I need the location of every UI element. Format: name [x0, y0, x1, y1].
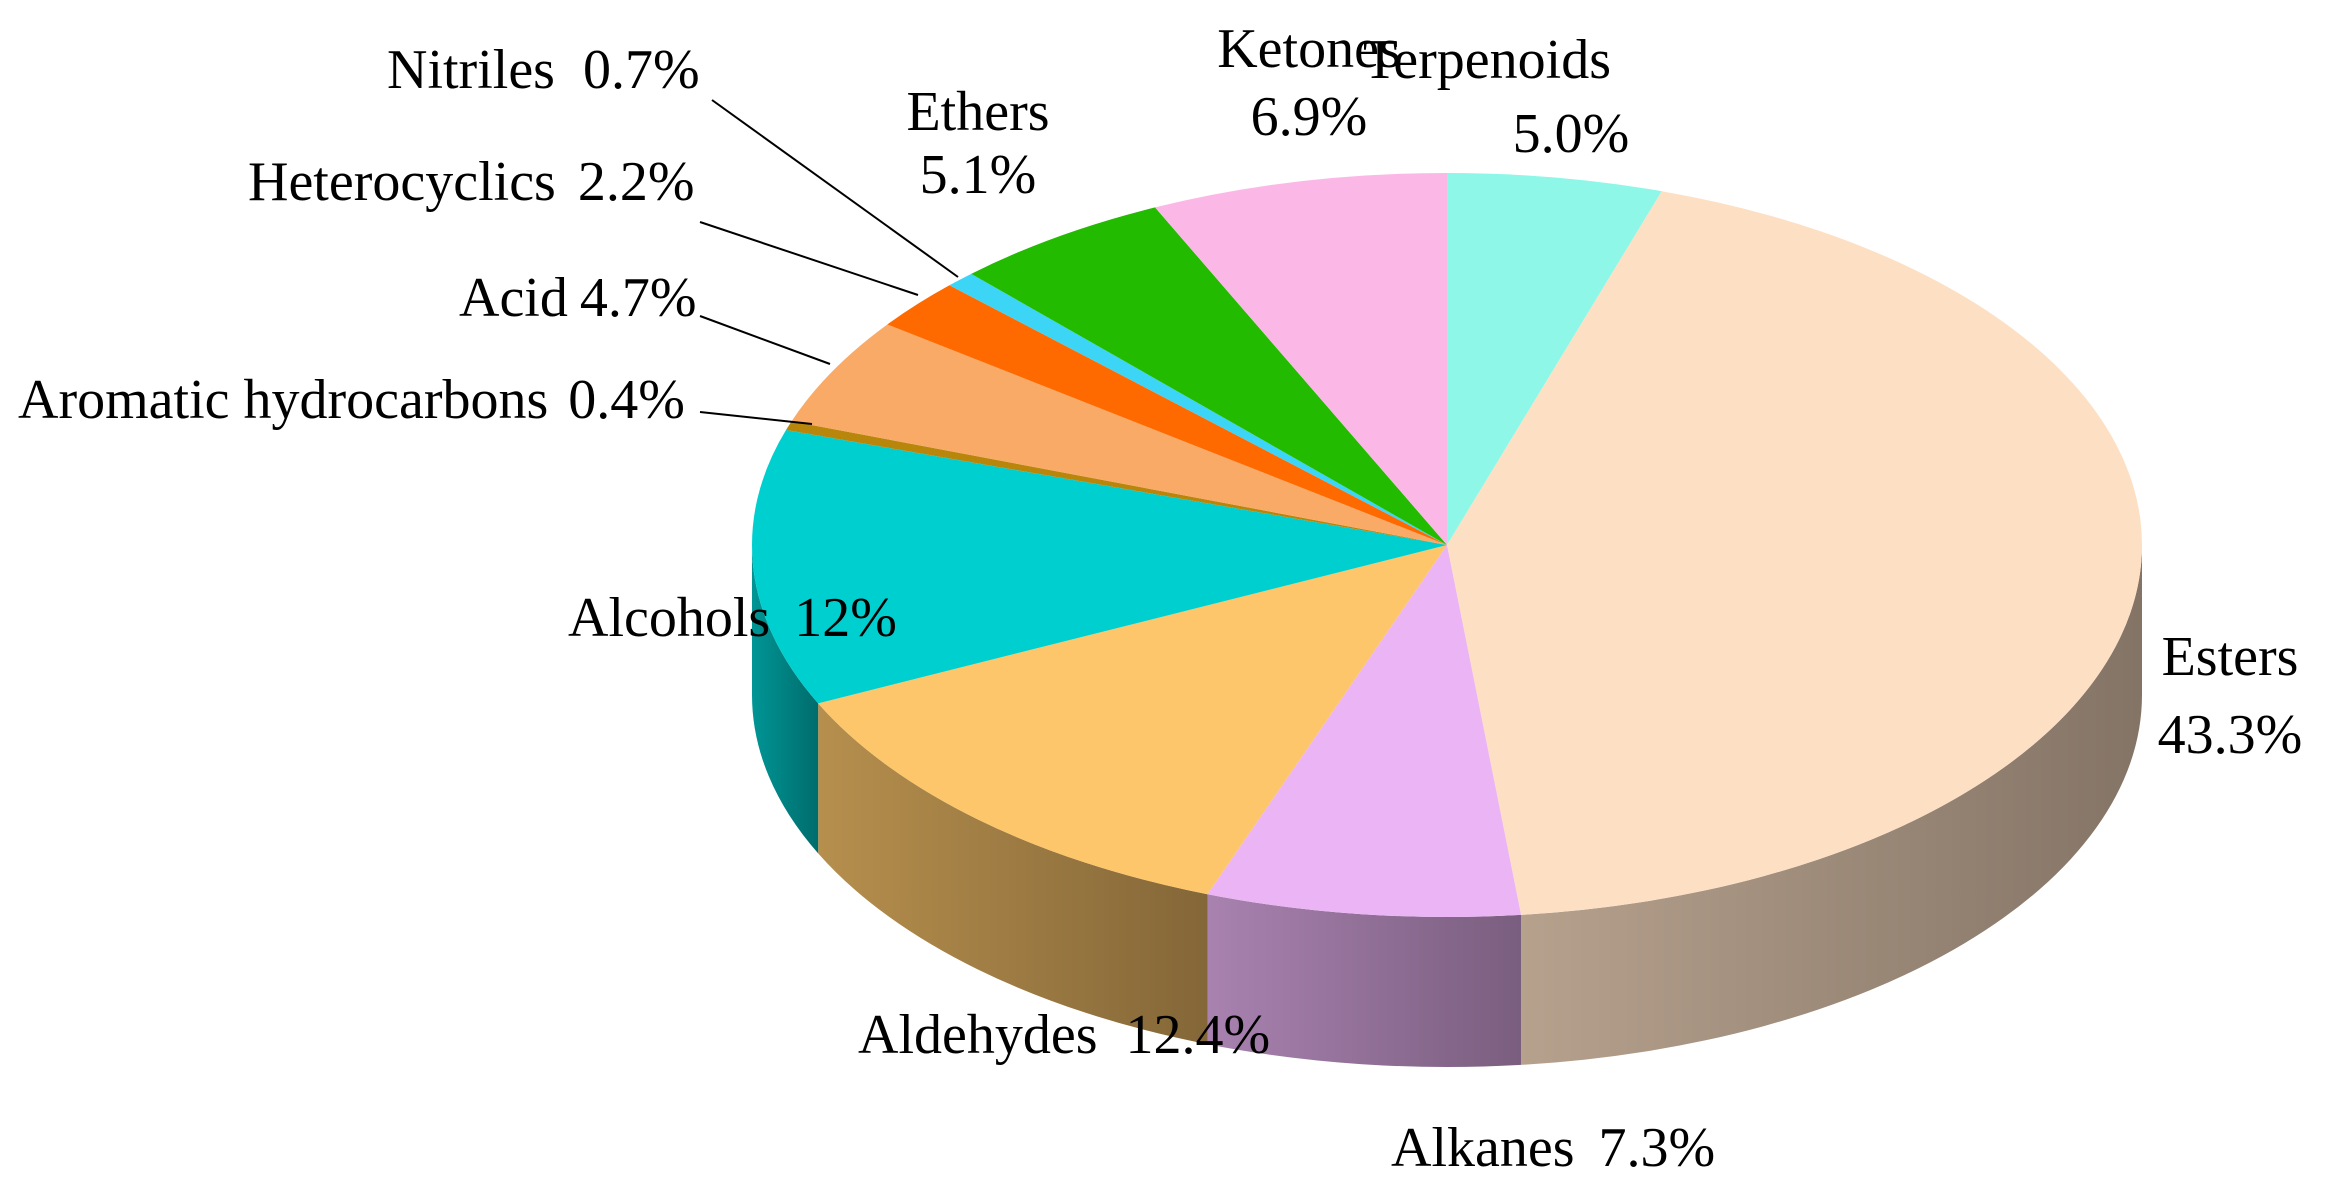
leader-line-acid — [699, 315, 831, 365]
label-value-acid: 4.7% — [580, 267, 697, 329]
label-name-nitriles: Nitriles — [387, 39, 555, 101]
pie-tops — [751, 173, 2142, 917]
leader-lines — [699, 99, 959, 425]
pie-side-aldehydes — [818, 703, 1208, 1045]
label-name-esters: Esters — [2162, 626, 2299, 688]
pie-side-alkanes — [1207, 894, 1522, 1067]
label-name-alkanes: Alkanes — [1391, 1117, 1575, 1179]
leader-line-heterocyclics — [699, 221, 919, 296]
label-name-heterocyclics: Heterocyclics — [248, 151, 556, 213]
pie-slice-terpenoids — [1447, 173, 1662, 545]
leader-line-aromatic-hydrocarbons — [699, 411, 813, 425]
label-value-ethers: 5.1% — [920, 144, 1037, 206]
label-value-alcohols: 12% — [794, 587, 897, 649]
label-value-aromatic-hydrocarbons: 0.4% — [568, 369, 685, 431]
label-name-aldehydes: Aldehydes — [858, 1004, 1098, 1066]
pie-side-alcohols — [752, 545, 819, 854]
label-value-ketones: 6.9% — [1251, 86, 1368, 148]
pie-slice-ethers — [971, 207, 1447, 546]
pie-sides — [752, 545, 2142, 1067]
label-value-aldehydes: 12.4% — [1126, 1004, 1271, 1066]
label-name-ethers: Ethers — [906, 81, 1049, 143]
label-name-terpenoids: Terpenoids — [1363, 29, 1611, 91]
leader-line-nitriles — [711, 99, 959, 278]
label-name-alcohols: Alcohols — [568, 587, 770, 649]
label-name-acid: Acid — [459, 267, 568, 329]
slice-labels: Terpenoids 5.0% Esters 43.3% Alkanes 7.3% Alde… — [18, 18, 2302, 1179]
pie-slice-nitriles — [949, 273, 1447, 545]
label-value-nitriles: 0.7% — [583, 39, 700, 101]
label-name-aromatic-hydrocarbons: Aromatic hydrocarbons — [18, 369, 548, 431]
pie-slice-alcohols — [751, 430, 1447, 704]
pie-slice-aldehydes — [818, 545, 1447, 895]
label-value-esters: 43.3% — [2158, 704, 2303, 766]
pie-slice-heterocyclics — [887, 285, 1447, 545]
label-value-heterocyclics: 2.2% — [578, 151, 695, 213]
label-value-terpenoids: 5.0% — [1513, 103, 1630, 165]
pie-slice-aromatic-hydrocarbons — [786, 421, 1447, 545]
pie-slice-esters — [1447, 191, 2142, 915]
label-value-alkanes: 7.3% — [1599, 1117, 1716, 1179]
pie-slice-alkanes — [1207, 545, 1522, 917]
pie-slice-acid — [791, 324, 1447, 545]
pie-slice-ketones — [1155, 173, 1447, 545]
label-name-ketones: Ketones — [1217, 18, 1401, 80]
pie-side-esters — [1521, 545, 2142, 1065]
